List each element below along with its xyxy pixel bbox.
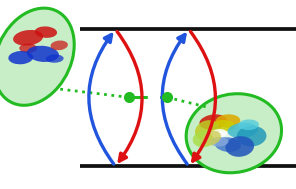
Ellipse shape xyxy=(210,137,229,146)
Ellipse shape xyxy=(200,114,227,129)
Ellipse shape xyxy=(228,123,258,138)
Ellipse shape xyxy=(215,114,240,128)
Ellipse shape xyxy=(225,136,254,157)
FancyArrowPatch shape xyxy=(162,35,187,164)
FancyArrowPatch shape xyxy=(117,32,142,161)
Ellipse shape xyxy=(238,119,259,130)
Ellipse shape xyxy=(8,51,33,64)
Ellipse shape xyxy=(237,126,266,146)
Ellipse shape xyxy=(0,8,74,105)
FancyArrowPatch shape xyxy=(89,35,114,164)
Ellipse shape xyxy=(215,137,241,152)
Ellipse shape xyxy=(195,120,219,141)
Ellipse shape xyxy=(211,129,227,137)
Ellipse shape xyxy=(51,40,68,50)
Ellipse shape xyxy=(193,131,216,147)
Ellipse shape xyxy=(27,46,59,62)
Ellipse shape xyxy=(46,54,64,63)
Ellipse shape xyxy=(186,94,281,173)
Ellipse shape xyxy=(13,30,43,46)
Ellipse shape xyxy=(212,120,235,131)
FancyArrowPatch shape xyxy=(191,32,215,161)
Ellipse shape xyxy=(19,43,37,53)
Ellipse shape xyxy=(202,131,221,145)
Ellipse shape xyxy=(213,131,236,143)
Ellipse shape xyxy=(35,26,57,38)
